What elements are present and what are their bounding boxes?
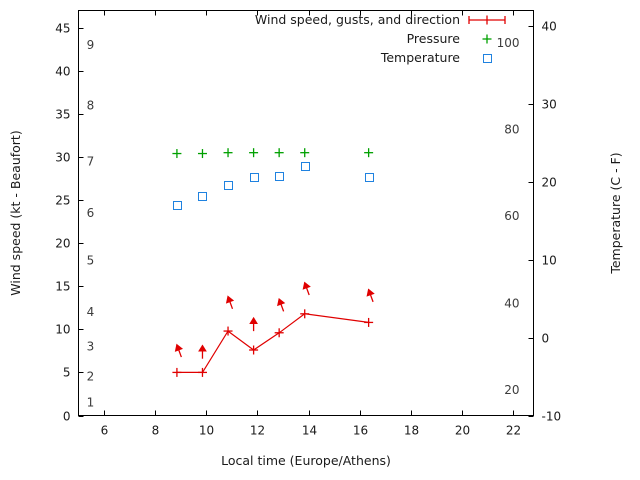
wind-speed-point [249,345,259,355]
wind-direction-arrow [366,288,375,303]
pressure-point [197,149,207,159]
legend: Wind speed, gusts, and direction Pressure… [255,12,506,65]
x-tick-label: 6 [101,424,109,438]
y-tick-label: 5 [63,366,71,380]
y-left-axis-tick-labels: 0 5 10 15 20 25 30 35 40 45 [55,22,70,424]
fahrenheit-label: 80 [504,123,519,137]
wind-speed-point [274,328,284,338]
x-tick-label: 22 [506,424,521,438]
beaufort-label: 3 [87,340,95,354]
wind-speed-point [197,367,207,377]
legend-entry[interactable]: Pressure [407,31,492,46]
beaufort-label: 1 [87,396,95,410]
fahrenheit-scale-labels: 20 40 60 80 100 [497,36,520,397]
x-tick-label: 10 [199,424,214,438]
y-tick-label: 25 [55,194,70,208]
wind-speed-point [300,309,310,319]
series-temperature [172,161,375,211]
wind-direction-arrow [198,344,207,359]
y2-tick-label: 30 [542,98,557,112]
pressure-point [364,148,374,158]
pressure-point [300,148,310,158]
y-left-axis-title: Wind speed (kt - Beaufort) [8,130,23,295]
beaufort-label: 7 [87,154,95,168]
temperature-point [300,161,311,172]
y-tick-label: 15 [55,280,70,294]
legend-plus-icon [482,34,492,44]
legend-label: Temperature [380,50,460,65]
x-tick-label: 14 [302,424,317,438]
y-left-axis-ticks [78,28,84,417]
x-tick-label: 8 [152,424,160,438]
y2-tick-label: 10 [542,254,557,268]
y-tick-label: 20 [55,237,70,251]
fahrenheit-label: 20 [504,383,519,397]
x-tick-label: 12 [250,424,265,438]
wind-direction-arrow [225,295,235,310]
y-tick-label: 40 [55,65,70,79]
legend-square-icon [482,53,493,64]
series-gusts [174,281,375,359]
y2-tick-label: 20 [542,176,557,190]
legend-line-plus-icon [468,15,506,25]
temperature-point [249,172,260,183]
y-right-axis-tick-labels: -10 0 10 20 30 40 [542,20,562,424]
x-axis-tick-labels: 6 8 10 12 14 16 18 20 22 [101,424,521,438]
series-pressure [172,148,374,159]
legend-label: Wind speed, gusts, and direction [255,12,460,27]
series-wind-speed-gusts-and-direction [172,309,374,377]
beaufort-label: 6 [87,206,95,220]
beaufort-label: 8 [87,98,95,112]
wind-direction-arrow [277,298,286,312]
x-axis-title: Local time (Europe/Athens) [221,453,391,468]
wind-speed-point [364,317,374,327]
y-tick-label: 10 [55,323,70,337]
beaufort-label: 4 [87,305,95,319]
pressure-point [249,148,259,158]
y-tick-label: 35 [55,108,70,122]
y2-tick-label: 40 [542,20,557,34]
legend-entry[interactable]: Wind speed, gusts, and direction [255,12,506,27]
fahrenheit-label: 60 [504,209,519,223]
y-right-axis-ticks [528,26,534,417]
x-axis-ticks [104,10,514,416]
x-tick-label: 20 [455,424,470,438]
legend-entry[interactable]: Temperature [380,50,493,65]
wind-speed-point [223,326,233,336]
temperature-point [274,171,285,182]
temperature-point [172,200,183,211]
wind-speed-point [172,367,182,377]
temperature-point [197,191,208,202]
y-tick-label: 30 [55,151,70,165]
pressure-point [172,149,182,159]
wind-direction-arrow [174,343,184,358]
data-series-group [172,148,375,377]
wind-direction-arrow [302,281,311,296]
beaufort-label: 5 [87,253,95,267]
y2-tick-label: -10 [542,410,562,424]
fahrenheit-label: 40 [504,296,519,310]
x-tick-label: 16 [353,424,368,438]
y-right-axis-title: Temperature (C - F) [608,152,623,274]
fahrenheit-label: 100 [497,36,520,50]
y-tick-label: 45 [55,22,70,36]
plot-frame [78,10,534,416]
temperature-point [364,172,375,183]
wind-direction-arrow [249,316,258,332]
pressure-point [274,148,284,158]
beaufort-scale-labels: 1 2 3 4 5 6 7 8 9 [87,38,95,410]
pressure-point [223,148,233,158]
temperature-point [223,180,234,191]
beaufort-label: 9 [87,38,95,52]
x-tick-label: 18 [404,424,419,438]
y2-tick-label: 0 [542,332,550,346]
legend-label: Pressure [407,31,461,46]
y-tick-label: 0 [63,410,71,424]
beaufort-label: 2 [87,370,95,384]
